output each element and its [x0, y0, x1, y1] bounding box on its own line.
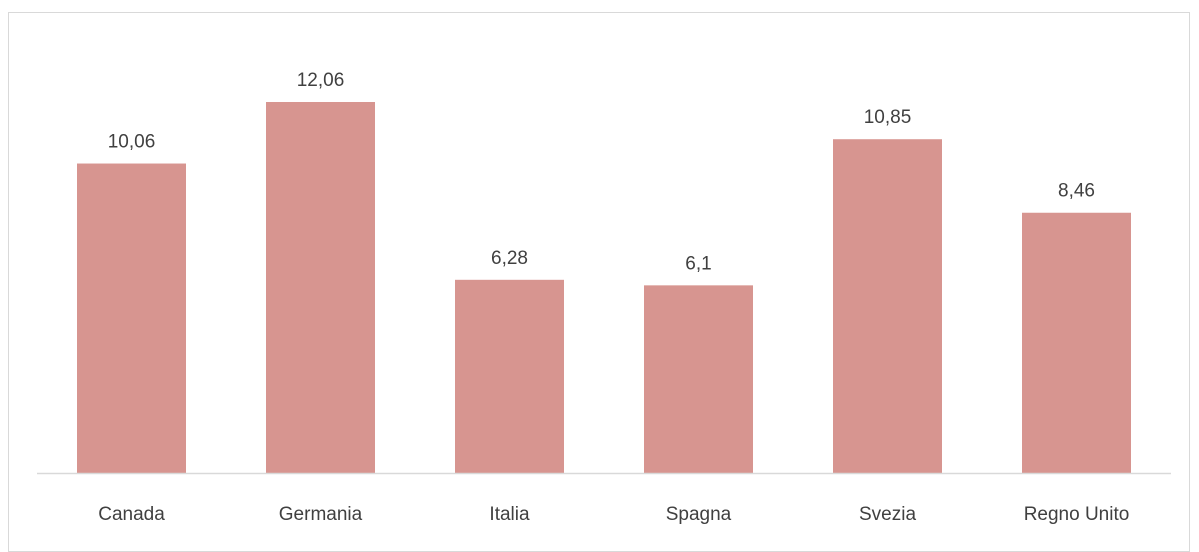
bar-spagna [644, 285, 753, 473]
value-label-italia: 6,28 [491, 248, 528, 269]
bar-svezia [833, 139, 942, 473]
value-labels-group: 10,06 12,06 6,28 6,1 10,85 8,46 [108, 70, 1095, 274]
x-tick-label-svezia: Svezia [859, 504, 916, 525]
value-label-regno-unito: 8,46 [1058, 181, 1095, 202]
x-tick-labels-group: Canada Germania Italia Spagna Svezia Regno Un… [98, 504, 1129, 525]
value-label-germania: 12,06 [297, 70, 345, 91]
x-tick-label-regno-unito: Regno Unito [1024, 504, 1130, 525]
x-tick-label-canada: Canada [98, 504, 165, 525]
x-tick-label-germania: Germania [279, 504, 363, 525]
bars-group [77, 102, 1131, 474]
bar-italia [455, 279, 564, 473]
bar-chart: 10,06 12,06 6,28 6,1 10,85 8,46 Canada Germani… [37, 70, 1171, 525]
chart-frame [8, 12, 1190, 552]
x-tick-label-italia: Italia [489, 504, 530, 525]
value-label-canada: 10,06 [108, 132, 156, 153]
value-label-svezia: 10,85 [864, 107, 912, 128]
bar-germania [266, 102, 375, 473]
x-tick-label-spagna: Spagna [666, 504, 732, 525]
value-label-spagna: 6,1 [685, 253, 711, 274]
bar-canada [77, 163, 186, 474]
bar-regno-unito [1022, 212, 1131, 473]
